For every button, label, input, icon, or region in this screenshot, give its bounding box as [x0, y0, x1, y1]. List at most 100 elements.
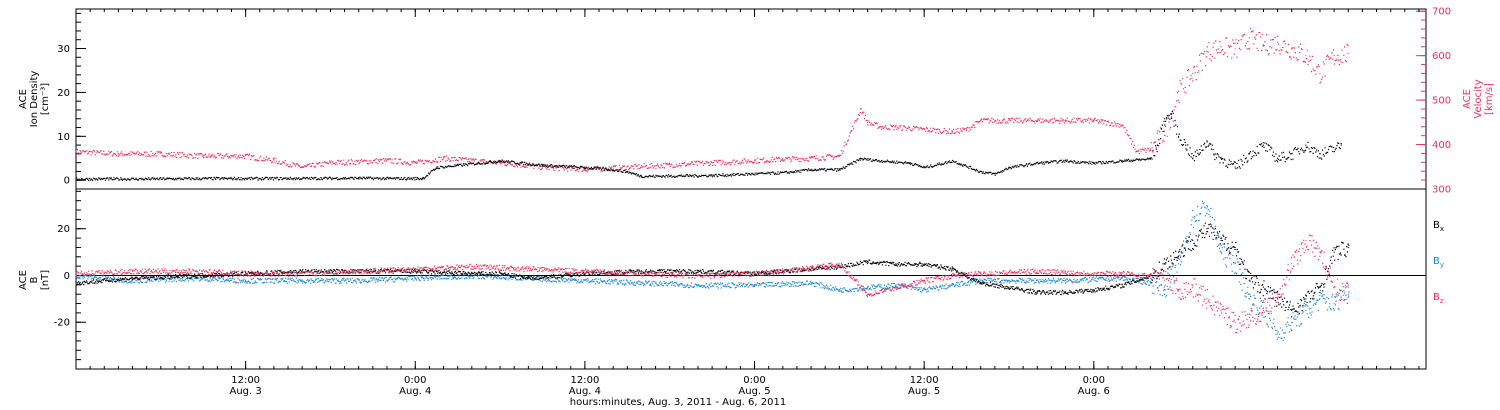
bx-anchor-point	[1178, 251, 1180, 253]
density-anchor-point	[1305, 144, 1307, 146]
xtick-date-label: Aug. 5	[908, 386, 940, 397]
bx-anchor-point	[1291, 309, 1293, 312]
density-anchor-point	[923, 166, 925, 168]
bx-anchor-point	[188, 274, 190, 277]
velocity-anchor-point	[160, 152, 162, 155]
bottom-ylabel-line-2: B	[29, 276, 40, 283]
density-anchor-point	[640, 175, 643, 177]
by-anchor-point	[1347, 286, 1349, 288]
bx-anchor-point	[923, 263, 925, 265]
density-anchor-point	[457, 164, 459, 166]
bz-anchor-point	[245, 272, 247, 274]
bz-anchor-point	[584, 270, 586, 272]
density-anchor-point	[782, 171, 784, 173]
by-anchor-point	[1121, 277, 1123, 279]
top-ylabel-line-1: ACE	[18, 89, 29, 109]
velocity-anchor-point	[75, 150, 77, 152]
bx-anchor-point	[867, 260, 869, 263]
velocity-anchor-point	[1064, 119, 1067, 121]
top-right-axis: 300 400 500 600 700	[1416, 7, 1451, 196]
density-anchor-point	[1064, 159, 1067, 162]
bz-anchor-point	[1093, 272, 1095, 274]
density-anchor-point	[1156, 144, 1159, 146]
velocity-anchor-point	[951, 130, 954, 132]
velocity-anchor-point	[881, 126, 883, 128]
velocity-anchor-point	[1192, 72, 1194, 75]
by-anchor-point	[1234, 263, 1236, 265]
density-anchor-point	[216, 177, 218, 179]
bz-anchor-point	[980, 272, 982, 274]
velocity-anchor-point	[1149, 148, 1151, 150]
bz-anchor-point	[358, 270, 360, 272]
bz-anchor-point	[527, 267, 529, 270]
xtick-date-label: Aug. 3	[230, 386, 262, 397]
by-anchor-point	[753, 284, 756, 286]
by-anchor-point	[1291, 321, 1293, 323]
bz-anchor-point	[1319, 251, 1321, 253]
bz-series	[75, 234, 1350, 334]
density-anchor-point	[358, 176, 360, 179]
by-anchor-point	[1305, 309, 1307, 312]
density-anchor-point	[287, 177, 289, 179]
density-anchor-point	[146, 177, 148, 180]
top-y2label-line-1: ACE	[1462, 89, 1473, 109]
legend-bz: Bz	[1433, 292, 1444, 305]
density-anchor-point	[1291, 153, 1293, 155]
bottom-ylabel: ACE B [nT]	[18, 270, 51, 290]
density-anchor-point	[1262, 144, 1265, 146]
bz-anchor-point	[951, 274, 954, 277]
top-ylabel-line-3: [cm⁻³]	[40, 83, 51, 115]
bx-anchor-point	[1192, 239, 1194, 242]
bz-anchor-point	[895, 286, 897, 288]
density-anchor-point	[626, 170, 628, 173]
bx-anchor-point	[1234, 246, 1236, 249]
by-anchor-point	[358, 279, 360, 281]
density-series	[75, 110, 1342, 181]
bx-anchor-point	[1163, 263, 1166, 265]
top-y2label: ACE Velocity [km/s]	[1462, 79, 1495, 118]
bz-anchor-point	[1333, 286, 1335, 288]
velocity-series	[75, 27, 1349, 173]
density-anchor-point	[541, 164, 544, 166]
velocity-anchor-point	[626, 166, 628, 168]
velocity-anchor-point	[895, 126, 897, 128]
velocity-anchor-point	[923, 128, 925, 130]
top-y2label-line-3: [km/s]	[1484, 83, 1495, 115]
bx-anchor-point	[1064, 291, 1067, 293]
bz-anchor-point	[75, 272, 77, 274]
velocity-anchor-point	[782, 158, 784, 160]
by-anchor-point	[1064, 279, 1067, 281]
velocity-anchor-point	[117, 152, 120, 155]
density-anchor-point	[421, 177, 423, 179]
bottom-ylabel-line-1: ACE	[18, 270, 29, 290]
bottom-panel-frame	[75, 188, 1427, 370]
legend-bx: Bx	[1433, 220, 1444, 233]
top-ylabel: ACE Ion Density [cm⁻³]	[18, 71, 51, 128]
bottom-ytick-label: 0	[64, 271, 70, 282]
top-y2tick-label: 300	[1432, 185, 1451, 196]
xtick-date-label: Aug. 4	[569, 386, 601, 397]
bottom-ylabel-line-3: [nT]	[40, 270, 51, 290]
velocity-anchor-point	[1291, 48, 1293, 50]
by-anchor-point	[1276, 333, 1279, 335]
bz-anchor-point	[1305, 239, 1307, 242]
bz-anchor-point	[471, 265, 473, 267]
by-anchor-point	[245, 279, 247, 281]
density-anchor-point	[386, 177, 388, 179]
bx-anchor-point	[1008, 286, 1010, 288]
bz-anchor-point	[1248, 316, 1250, 319]
velocity-anchor-point	[1347, 52, 1349, 55]
xtick-date-label: Aug. 5	[738, 386, 770, 397]
density-anchor-point	[499, 159, 501, 162]
by-anchor-point	[838, 288, 840, 291]
xtick-time-label: 0:00	[404, 375, 426, 386]
velocity-anchor-point	[1036, 119, 1038, 121]
top-left-axis: 0 10 20 30	[57, 12, 86, 190]
top-y2tick-label: 400	[1432, 140, 1451, 151]
density-anchor-point	[980, 170, 982, 173]
bz-anchor-point	[1163, 279, 1166, 281]
bz-anchor-point	[1220, 309, 1222, 312]
density-anchor-point	[435, 166, 438, 168]
top-ytick-label: 20	[57, 88, 70, 99]
